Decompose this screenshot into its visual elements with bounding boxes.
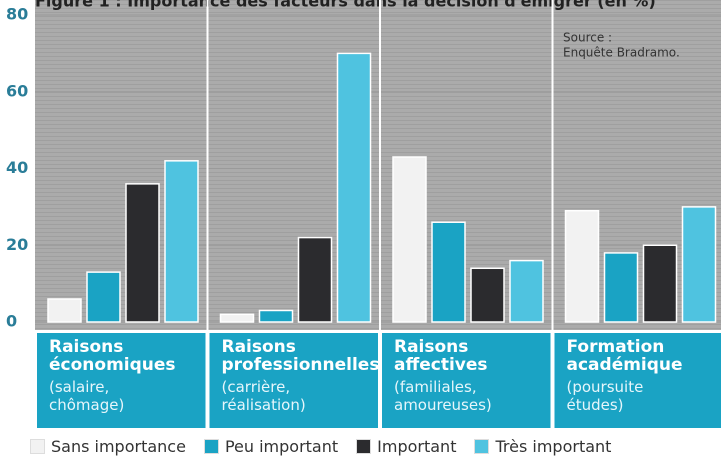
legend-swatch [356, 439, 372, 454]
bar [603, 252, 639, 323]
bar [509, 259, 544, 323]
legend-label: Peu important [224, 437, 339, 456]
bar [297, 236, 333, 323]
bar [47, 298, 82, 323]
category-note: (carrière, réalisation) [221, 378, 306, 414]
bar [681, 206, 717, 323]
bar [431, 221, 466, 323]
legend-swatch [203, 439, 219, 454]
category-label: Raisons professionnelles (carrière, réali… [222, 338, 380, 414]
annotation: Source : [563, 31, 612, 45]
bar [125, 183, 160, 323]
legend-item: Très important [474, 437, 611, 456]
category-note: (familiales, amoureuses) [394, 378, 492, 414]
category-box [554, 333, 721, 428]
legend: Sans importance Peu important Important Trè… [30, 437, 611, 456]
bar [219, 313, 255, 323]
category-label: Raisons affectives (familiales, amoureuse… [394, 338, 492, 414]
category-name: Raisons professionnelles [221, 337, 380, 375]
y-tick-label: 40 [6, 158, 28, 177]
legend-item: Peu important [203, 437, 339, 456]
category-box [209, 333, 378, 428]
bar [86, 271, 121, 323]
category-box [37, 333, 206, 428]
category-box [382, 333, 551, 428]
annotation: Enquête Bradramo. [563, 46, 680, 60]
bar [392, 156, 427, 323]
bar [336, 52, 372, 323]
category-name: Formation académique [566, 337, 683, 375]
y-tick-label: 20 [6, 235, 28, 254]
chart-title: Figure 1 : Importance des facteurs dans … [35, 0, 656, 11]
bar [642, 244, 678, 323]
legend-swatch [474, 439, 490, 454]
y-tick-label: 0 [6, 312, 17, 331]
bar [470, 267, 505, 323]
category-note: (salaire, chômage) [49, 378, 125, 414]
category-label: Formation académique (poursuite études) [567, 338, 683, 414]
y-tick-label: 60 [6, 81, 28, 100]
legend-label: Très important [495, 437, 612, 456]
category-note: (poursuite études) [566, 378, 644, 414]
category-name: Raisons affectives [394, 337, 488, 375]
legend-label: Sans importance [51, 437, 186, 456]
legend-item: Important [356, 437, 456, 456]
legend-item: Sans importance [30, 437, 186, 456]
bar [164, 160, 199, 323]
legend-label: Important [377, 437, 457, 456]
category-name: Raisons économiques [49, 337, 176, 375]
legend-swatch [30, 439, 45, 454]
category-label: Raisons économiques (salaire, chômage) [49, 338, 176, 414]
y-tick-label: 80 [6, 5, 28, 24]
bar [564, 209, 600, 323]
bar [258, 309, 294, 323]
